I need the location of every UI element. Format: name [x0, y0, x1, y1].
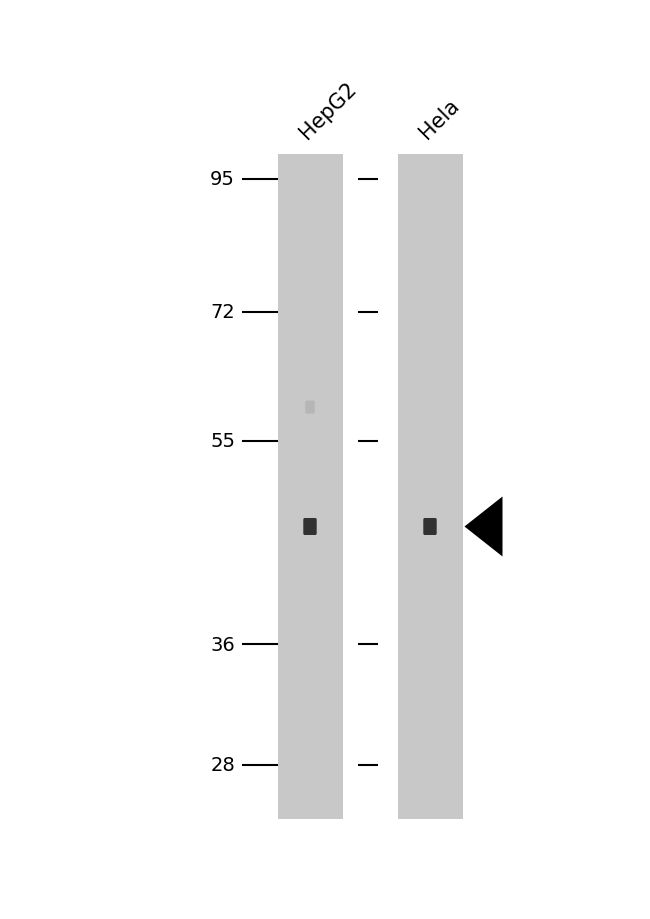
Bar	[278, 154, 343, 819]
Text: HepG2: HepG2	[296, 78, 360, 142]
FancyBboxPatch shape	[306, 402, 315, 414]
Text: 55: 55	[210, 432, 235, 451]
FancyBboxPatch shape	[304, 518, 317, 536]
Polygon shape	[465, 497, 502, 557]
Text: 95: 95	[210, 170, 235, 189]
Bar	[398, 154, 463, 819]
Text: 36: 36	[210, 635, 235, 654]
Text: 28: 28	[210, 755, 235, 775]
Text: 72: 72	[210, 302, 235, 322]
Text: Hela: Hela	[416, 96, 463, 142]
FancyBboxPatch shape	[423, 518, 437, 536]
